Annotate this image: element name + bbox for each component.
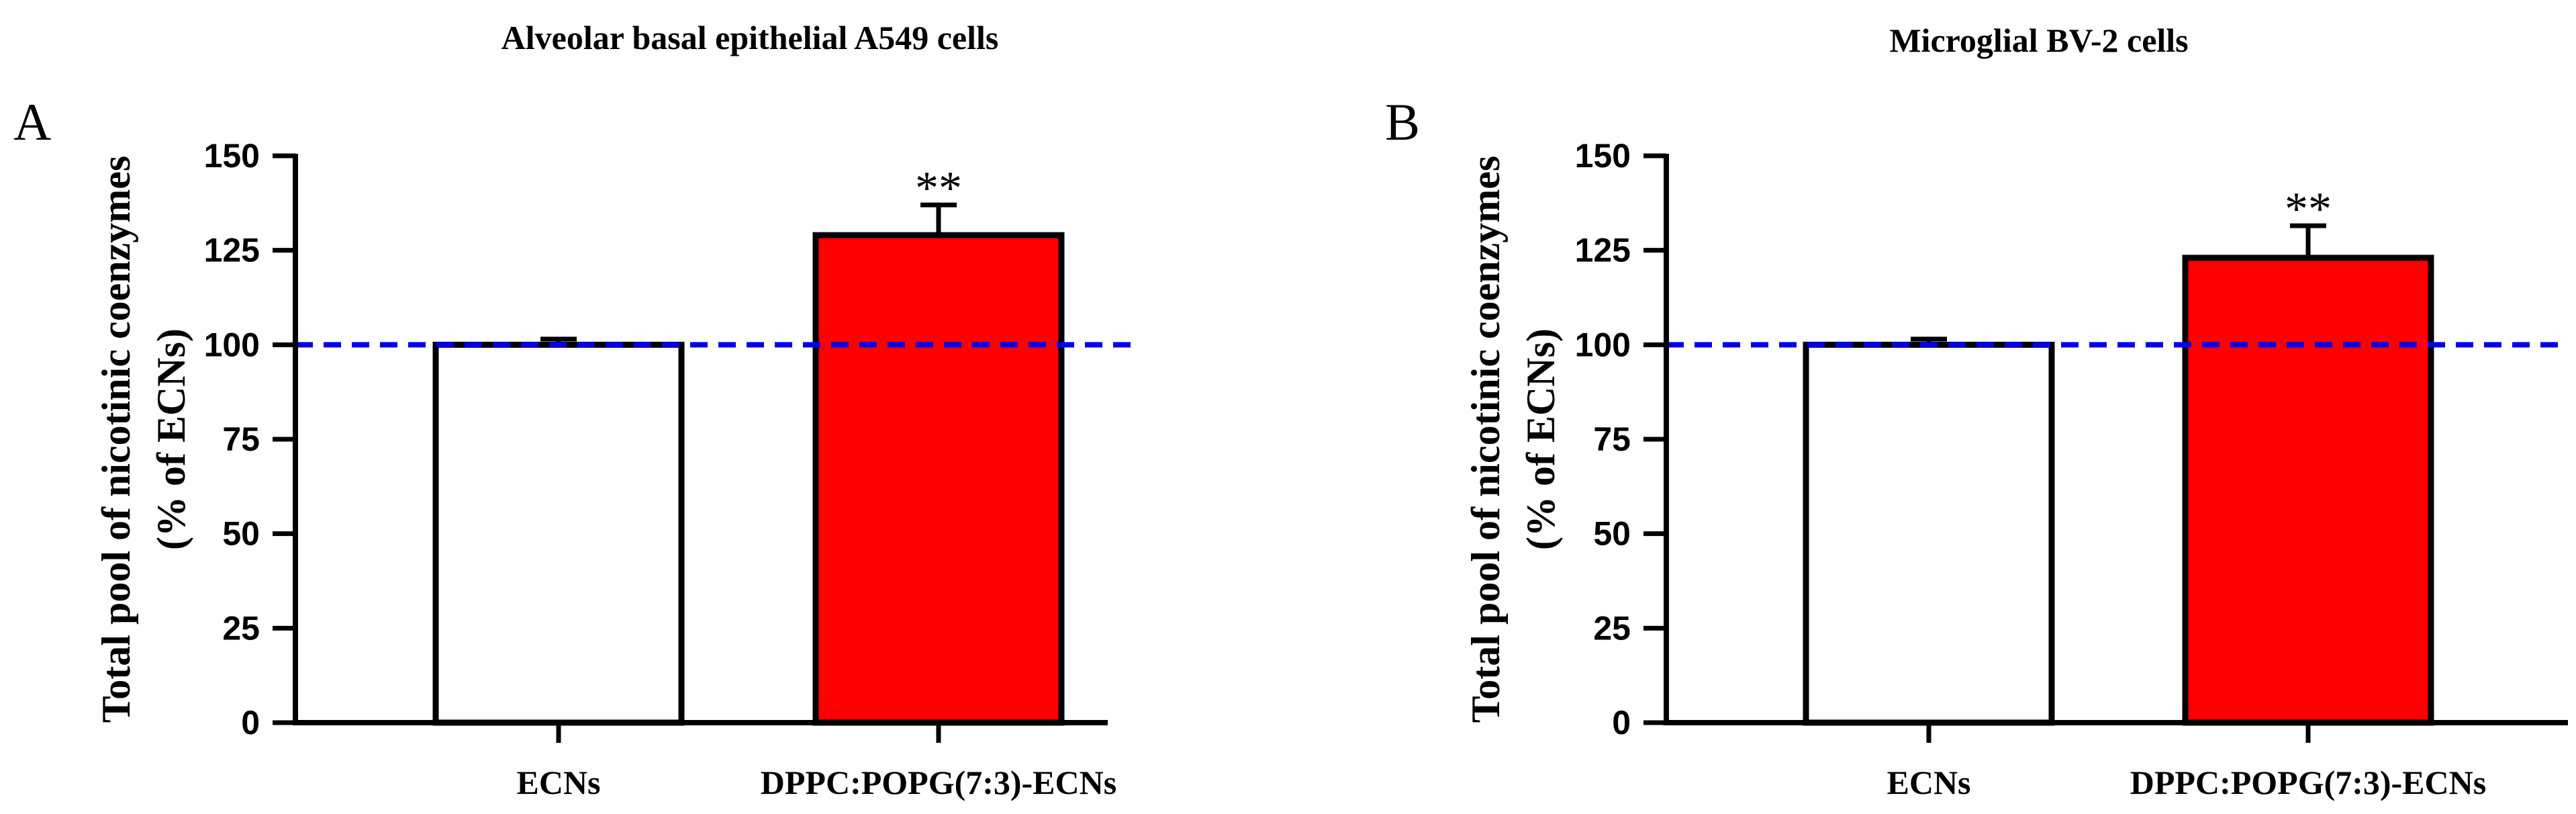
- panel-letter: B: [1385, 93, 1420, 151]
- y-tick-label: 150: [1575, 137, 1631, 175]
- x-tick-label: DPPC:POPG(7:3)-ECNs: [2130, 764, 2486, 801]
- y-tick-label: 100: [1575, 326, 1631, 363]
- y-tick-label: 50: [1593, 515, 1631, 553]
- y-axis-label-units: (% of ECNs): [1519, 328, 1563, 550]
- y-tick-label: 25: [1593, 609, 1631, 647]
- x-tick-label: ECNs: [516, 764, 600, 801]
- bar: [1803, 341, 2055, 726]
- bar: [432, 341, 685, 726]
- y-tick-label: 50: [222, 515, 260, 553]
- y-axis-label-units: (% of ECNs): [149, 328, 193, 550]
- significance-marker: **: [915, 163, 962, 214]
- significance-marker: **: [2285, 183, 2332, 235]
- x-tick-label: DPPC:POPG(7:3)-ECNs: [761, 764, 1116, 801]
- y-tick-label: 125: [1575, 232, 1631, 269]
- panel-a: Alveolar basal epithelial A549 cells A Tot…: [13, 19, 1141, 801]
- chart-title: Alveolar basal epithelial A549 cells: [502, 19, 999, 56]
- bar: [812, 232, 1065, 726]
- panel-letter: A: [13, 93, 51, 151]
- chart-title: Microglial BV-2 cells: [1889, 21, 2188, 59]
- bar: [2182, 255, 2434, 726]
- y-tick-label: 0: [241, 704, 260, 741]
- panel-b: Microglial BV-2 cells B Total pool of nico…: [1385, 21, 2568, 801]
- y-tick-label: 25: [222, 609, 260, 647]
- x-tick-label: ECNs: [1887, 764, 1970, 801]
- y-tick-label: 150: [204, 137, 260, 175]
- y-tick-label: 75: [222, 420, 260, 458]
- y-axis-label: Total pool of nicotinic coenzymes: [1464, 156, 1508, 723]
- y-tick-label: 75: [1593, 420, 1631, 458]
- y-tick-label: 125: [204, 232, 260, 269]
- y-axis-label: Total pool of nicotinic coenzymes: [94, 156, 138, 723]
- y-tick-label: 0: [1612, 704, 1631, 741]
- y-tick-label: 100: [204, 326, 260, 363]
